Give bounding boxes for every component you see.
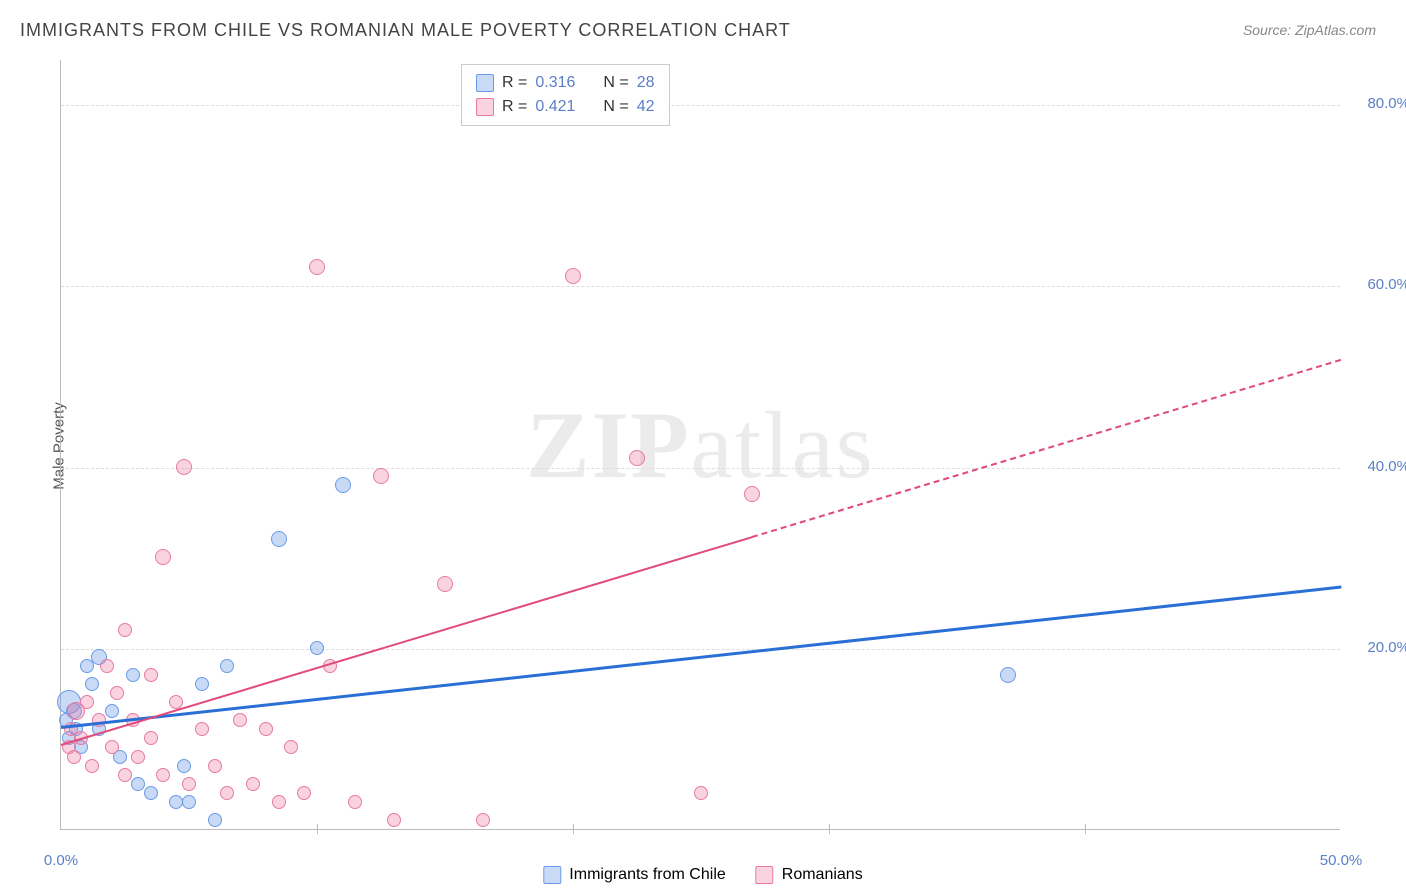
r-label: R = — [502, 98, 527, 116]
data-point — [118, 768, 132, 782]
n-label: N = — [603, 98, 628, 116]
gridline — [61, 468, 1340, 469]
x-tick — [829, 824, 830, 834]
data-point — [80, 659, 94, 673]
data-point — [131, 750, 145, 764]
data-point — [182, 777, 196, 791]
data-point — [246, 777, 260, 791]
x-tick — [573, 824, 574, 834]
data-point — [297, 786, 311, 800]
gridline — [61, 105, 1340, 106]
data-point — [272, 795, 286, 809]
data-point — [565, 268, 581, 284]
data-point — [105, 704, 119, 718]
n-value: 42 — [637, 98, 655, 116]
data-point — [233, 713, 247, 727]
data-point — [144, 786, 158, 800]
data-point — [144, 668, 158, 682]
trend-line — [61, 585, 1341, 728]
data-point — [85, 759, 99, 773]
data-point — [437, 576, 453, 592]
data-point — [335, 477, 351, 493]
data-point — [629, 450, 645, 466]
x-tick — [317, 824, 318, 834]
trend-line — [752, 359, 1341, 538]
r-value: 0.421 — [535, 98, 575, 116]
data-point — [177, 759, 191, 773]
data-point — [208, 813, 222, 827]
data-point — [80, 695, 94, 709]
legend-swatch — [476, 98, 494, 116]
x-legend-item: Romanians — [756, 866, 863, 884]
data-point — [220, 659, 234, 673]
data-point — [67, 750, 81, 764]
data-point — [284, 740, 298, 754]
data-point — [110, 686, 124, 700]
plot-area: ZIPatlas 20.0%40.0%60.0%80.0%0.0%50.0%R … — [60, 60, 1340, 830]
n-value: 28 — [637, 74, 655, 92]
data-point — [348, 795, 362, 809]
data-point — [118, 623, 132, 637]
data-point — [126, 668, 140, 682]
chart-container: IMMIGRANTS FROM CHILE VS ROMANIAN MALE P… — [0, 0, 1406, 892]
data-point — [259, 722, 273, 736]
r-label: R = — [502, 74, 527, 92]
data-point — [694, 786, 708, 800]
data-point — [156, 768, 170, 782]
data-point — [195, 722, 209, 736]
data-point — [131, 777, 145, 791]
data-point — [387, 813, 401, 827]
data-point — [155, 549, 171, 565]
data-point — [100, 659, 114, 673]
source-label: Source: ZipAtlas.com — [1243, 22, 1376, 38]
x-tick — [1085, 824, 1086, 834]
data-point — [208, 759, 222, 773]
data-point — [182, 795, 196, 809]
data-point — [476, 813, 490, 827]
chart-title: IMMIGRANTS FROM CHILE VS ROMANIAN MALE P… — [20, 20, 791, 41]
y-tick-label: 40.0% — [1350, 458, 1406, 475]
trend-line — [61, 536, 753, 746]
series-name: Immigrants from Chile — [569, 866, 725, 884]
data-point — [1000, 667, 1016, 683]
stats-legend: R = 0.316 N = 28 R = 0.421 N = 42 — [461, 64, 670, 126]
x-legend: Immigrants from Chile Romanians — [543, 866, 862, 884]
watermark: ZIPatlas — [526, 390, 874, 500]
data-point — [195, 677, 209, 691]
data-point — [744, 486, 760, 502]
gridline — [61, 286, 1340, 287]
data-point — [310, 641, 324, 655]
data-point — [105, 740, 119, 754]
n-label: N = — [603, 74, 628, 92]
legend-row: R = 0.421 N = 42 — [476, 95, 655, 119]
legend-swatch — [756, 866, 774, 884]
data-point — [85, 677, 99, 691]
legend-row: R = 0.316 N = 28 — [476, 71, 655, 95]
legend-swatch — [543, 866, 561, 884]
series-name: Romanians — [782, 866, 863, 884]
data-point — [144, 731, 158, 745]
y-tick-label: 20.0% — [1350, 639, 1406, 656]
r-value: 0.316 — [535, 74, 575, 92]
data-point — [373, 468, 389, 484]
y-tick-label: 80.0% — [1350, 95, 1406, 112]
legend-swatch — [476, 74, 494, 92]
data-point — [271, 531, 287, 547]
x-tick-label: 0.0% — [44, 852, 78, 869]
data-point — [309, 259, 325, 275]
x-legend-item: Immigrants from Chile — [543, 866, 725, 884]
x-tick-label: 50.0% — [1320, 852, 1363, 869]
gridline — [61, 649, 1340, 650]
data-point — [220, 786, 234, 800]
data-point — [176, 459, 192, 475]
y-tick-label: 60.0% — [1350, 276, 1406, 293]
